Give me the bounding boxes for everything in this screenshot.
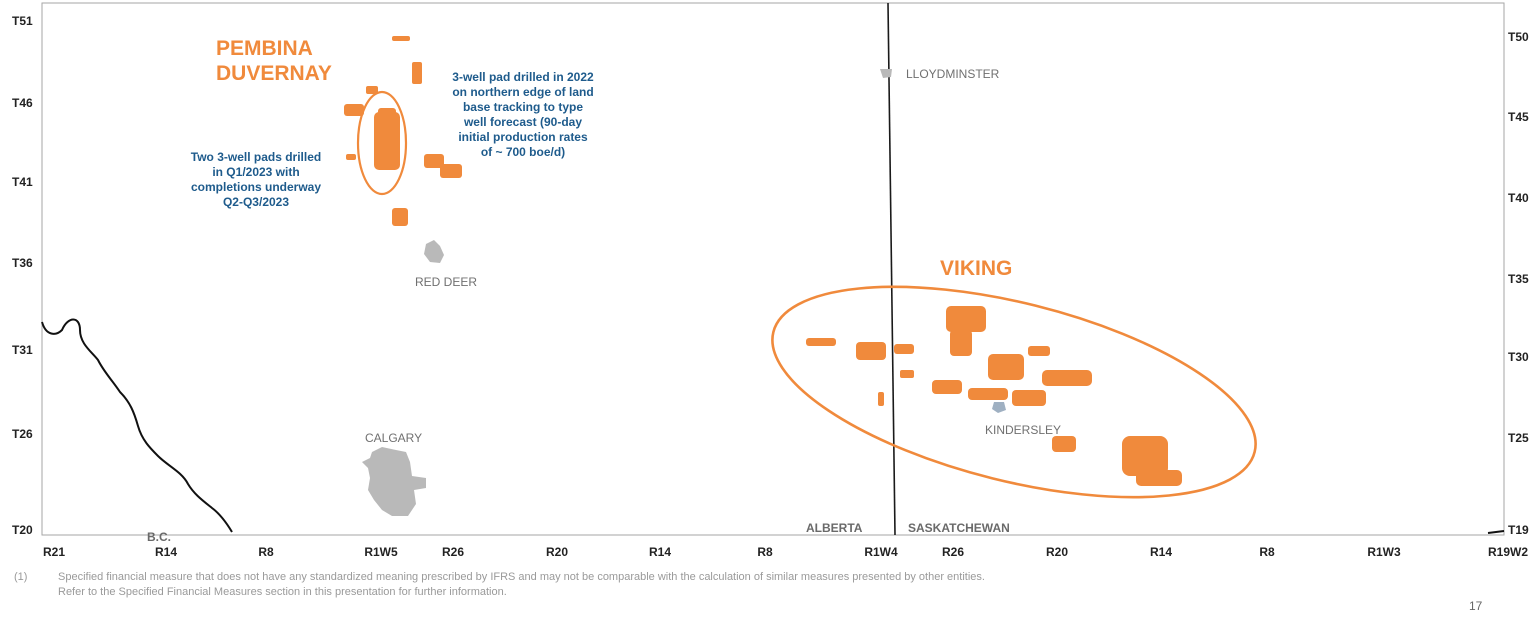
land-cluster <box>346 154 356 160</box>
footnote-text: Specified financial measure that does no… <box>58 570 1238 600</box>
viking-play-label: VIKING <box>940 257 1013 280</box>
viking-land-ellipse <box>771 285 1257 499</box>
city-label-red-deer: RED DEER <box>415 275 478 289</box>
range-tick: R8 <box>258 545 274 559</box>
township-tick-right: T40 <box>1508 191 1529 205</box>
annotation-line: initial production rates <box>458 130 588 144</box>
annotation-line: 3-well pad drilled in 2022 <box>452 70 594 84</box>
pembina-land-ellipse <box>356 90 408 196</box>
footnote-marker: (1) <box>14 571 28 583</box>
calgary-shape <box>362 447 426 516</box>
range-tick: R1W5 <box>364 545 398 559</box>
kindersley-shape <box>992 402 1006 413</box>
range-tick: R26 <box>941 545 965 559</box>
land-cluster <box>950 330 972 356</box>
range-tick: R1W3 <box>1367 545 1401 559</box>
city-label-calgary: CALGARY <box>365 431 423 445</box>
annotation-line: Q2-Q3/2023 <box>222 195 290 209</box>
township-tick-left: T41 <box>12 175 33 189</box>
township-tick-right: T19 <box>1508 523 1529 537</box>
land-cluster <box>900 370 914 378</box>
range-tick: R8 <box>757 545 773 559</box>
duvernay-label-line: DUVERNAY <box>216 62 332 85</box>
annotation-line: on northern edge of land <box>452 85 594 99</box>
annotation-line: Two 3-well pads drilled <box>190 150 322 164</box>
bc-alberta-border <box>41 318 233 533</box>
land-cluster <box>440 164 462 178</box>
township-tick-right: T25 <box>1508 431 1529 445</box>
land-cluster <box>392 208 408 226</box>
footnote-line: Specified financial measure that does no… <box>58 571 985 583</box>
annotation-line: of ~ 700 boe/d) <box>480 145 566 159</box>
township-tick-left: T51 <box>12 14 33 28</box>
range-tick: R14 <box>1149 545 1173 559</box>
land-cluster <box>968 388 1008 400</box>
city-label-kindersley: KINDERSLEY <box>985 423 1062 437</box>
land-cluster <box>1122 436 1168 476</box>
land-cluster <box>946 306 986 332</box>
annotation-line: in Q1/2023 with <box>212 165 300 179</box>
range-tick: R20 <box>1045 545 1069 559</box>
township-tick-left: T26 <box>12 427 33 441</box>
land-cluster <box>1042 370 1092 386</box>
land-cluster <box>374 112 400 170</box>
red-deer-shape <box>424 240 444 263</box>
township-tick-left: T46 <box>12 96 33 110</box>
range-tick: R19W2 <box>1487 545 1529 559</box>
pembina-2022-annotation: 3-well pad drilled in 2022 on northern e… <box>430 70 616 160</box>
land-cluster <box>366 86 378 94</box>
land-cluster <box>424 154 444 168</box>
township-tick-right: T45 <box>1508 110 1529 124</box>
pembina-land-clusters <box>344 36 462 226</box>
alberta-saskatchewan-border <box>887 2 896 536</box>
land-cluster <box>412 62 422 84</box>
province-label-alberta: ALBERTA <box>806 521 863 535</box>
lloydminster-shape <box>880 69 892 78</box>
land-cluster <box>878 392 884 406</box>
land-cluster <box>392 36 410 41</box>
land-cluster <box>932 380 962 394</box>
city-label-lloydminster: LLOYDMINSTER <box>906 67 1000 81</box>
land-cluster <box>378 108 396 118</box>
pembina-play-label: PEMBINA DUVERNAY <box>216 36 332 86</box>
land-cluster <box>806 338 836 346</box>
land-cluster <box>1012 390 1046 406</box>
range-tick: R8 <box>1259 545 1275 559</box>
land-cluster <box>1028 346 1050 356</box>
land-cluster <box>1052 436 1076 452</box>
footnote-line: Refer to the Specified Financial Measure… <box>58 586 507 598</box>
township-tick-left: T31 <box>12 343 33 357</box>
right-edge-line <box>1487 530 1505 534</box>
range-tick: R1W4 <box>864 545 898 559</box>
land-cluster <box>988 354 1024 380</box>
township-tick-left: T20 <box>12 523 33 537</box>
land-cluster <box>856 342 886 360</box>
map-frame <box>41 2 1505 536</box>
range-tick: R21 <box>42 545 66 559</box>
annotation-line: base tracking to type <box>462 100 584 114</box>
range-tick: R14 <box>648 545 672 559</box>
township-tick-right: T50 <box>1508 30 1529 44</box>
range-tick: R14 <box>154 545 178 559</box>
range-tick: R26 <box>441 545 465 559</box>
township-tick-left: T36 <box>12 256 33 270</box>
annotation-line: well forecast (90-day <box>463 115 583 129</box>
pembina-2023-annotation: Two 3-well pads drilled in Q1/2023 with … <box>172 150 340 210</box>
land-cluster <box>1136 470 1182 486</box>
annotation-line: completions underway <box>190 180 322 194</box>
land-cluster <box>894 344 914 354</box>
viking-land-clusters <box>806 306 1182 486</box>
land-cluster <box>344 104 364 116</box>
page-number: 17 <box>1469 599 1483 613</box>
range-tick: R20 <box>545 545 569 559</box>
province-label-bc: B.C. <box>147 530 171 544</box>
pembina-label-line: PEMBINA <box>216 37 313 60</box>
township-tick-right: T35 <box>1508 272 1529 286</box>
province-label-saskatchewan: SASKATCHEWAN <box>908 521 1010 535</box>
township-tick-right: T30 <box>1508 350 1529 364</box>
